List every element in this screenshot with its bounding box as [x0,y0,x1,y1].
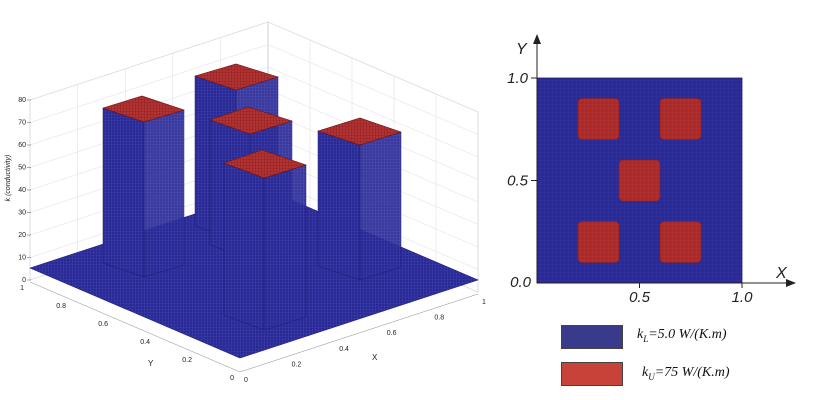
wall-gridline [267,66,479,158]
legend-low-sub: L [643,333,649,344]
heatmap-plot-2d: 0.0 0.5 1.0 0.5 1.0 Y X [507,34,796,306]
inclusion-5 [659,221,702,263]
z-axis-ticks: 0 10 20 30 40 50 60 70 80 [18,97,31,284]
map-x-ticks: 0.0 0.5 1.0 [510,274,753,306]
z-tick-label: 50 [18,165,26,172]
z-tick-label: 10 [18,255,26,262]
pillar-right-face [143,109,185,278]
z-axis-label: k (conductivity) [5,155,12,202]
map-y-arrow [533,34,541,44]
map-x-tick-label: 1.0 [732,289,754,306]
y-tick-label: 0 [230,375,234,382]
map-y-tick-label: 1.0 [507,70,529,87]
wall-gridline [267,44,479,135]
z-tick-label: 80 [18,97,26,104]
front-pillar [317,117,402,281]
legend-low-text: =5.0 W/(K.m) [648,327,727,342]
pillar-top [223,149,307,179]
right-pillar [223,149,307,331]
y-axis-ticks: 0 0.2 0.4 0.6 0.8 1 [20,285,234,382]
y-tick-label: 0.4 [140,339,150,346]
inclusion-3 [618,159,661,202]
pillar-left-face [102,107,145,278]
pillars [102,63,402,331]
wall-gridline [267,21,479,113]
wall-gridline [29,44,269,123]
legend-label-high: kU=75 W/(K.m) [642,365,730,382]
legend-swatch-high [561,362,623,386]
x-tick-label: 0.2 [292,361,302,368]
x-tick-label: 0.6 [387,330,397,337]
pillar-left-face [317,130,361,281]
pillar-top [209,106,294,135]
pillar-right-face [359,131,402,281]
x-axis-line [239,293,479,373]
z-tick-label: 30 [18,210,26,217]
inclusions [577,98,702,263]
pillar-right-face [263,164,307,331]
y-tick-label: 0.2 [182,357,192,364]
inclusion-1 [577,98,620,140]
y-tick-label: 1 [20,285,24,292]
z-tick-label: 20 [18,232,26,239]
wall-gridline [29,21,269,101]
x-axis-label: X [372,353,378,362]
legend-high-sub: U [648,371,655,382]
map-x-tick-label: 0.5 [629,289,651,306]
legend-swatch-low [561,325,623,349]
map-y-label: Y [516,41,528,58]
map-x-arrow [786,279,796,287]
map-y-tick-label: 0.5 [507,173,529,190]
map-y-ticks: 0.5 1.0 [507,70,537,190]
legend-high-symbol: k [642,365,649,380]
y-tick-label: 0.6 [98,321,108,328]
pillar-top [194,63,280,91]
y-axis-line [29,281,241,373]
x-tick-label: 0.8 [434,315,444,322]
z-tick-label: 40 [18,187,26,194]
x-tick-label: 0 [244,377,248,384]
inclusion-4 [577,221,620,263]
legend-low-symbol: k [637,327,644,342]
z-tick-label: 60 [18,142,26,149]
x-tick-label: 1 [482,299,486,306]
y-tick-label: 0.8 [56,303,66,310]
legend-label-low: kL=5.0 W/(K.m) [637,327,727,344]
pillar-left-face [223,162,265,331]
map-x-label: X [775,265,788,282]
x-axis-ticks: 0 0.2 0.4 0.6 0.8 1 [244,299,486,384]
z-tick-label: 0 [22,277,26,284]
map-x-tick-label: 0.0 [510,274,532,291]
left-pillar [102,95,185,278]
inclusion-2 [659,98,702,140]
pillar-top [102,95,185,123]
pillar-top [317,117,402,146]
legend-high-text: =75 W/(K.m) [654,365,730,380]
x-tick-label: 0.4 [339,346,349,353]
y-axis-label: Y [148,359,154,368]
z-tick-label: 70 [18,120,26,127]
